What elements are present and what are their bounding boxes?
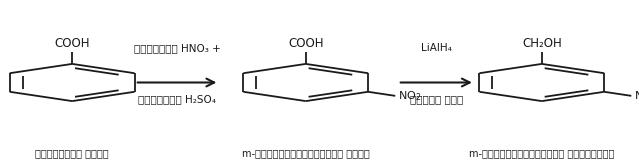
Text: CH₂OH: CH₂OH (522, 37, 562, 50)
Text: NO$_2$: NO$_2$ (634, 89, 639, 103)
Text: बेन्जोइक अम्ल: बेन्जोइक अम्ल (35, 148, 109, 159)
Text: LiAlH₄: LiAlH₄ (421, 43, 452, 53)
Text: NO$_2$: NO$_2$ (397, 89, 421, 103)
Text: COOH: COOH (288, 37, 323, 50)
Text: COOH: COOH (54, 37, 90, 50)
Text: m-नाइट्रोबेन्जिल एल्कोहाल: m-नाइट्रोबेन्जिल एल्कोहाल (469, 148, 615, 159)
Text: शुष्क ईथर: शुष्क ईथर (410, 94, 463, 104)
Text: सान्द्र HNO₃ +: सान्द्र HNO₃ + (134, 43, 220, 53)
Text: सान्द्र H₂SO₄: सान्द्र H₂SO₄ (138, 94, 216, 104)
Text: m-नाइट्रोबेन्जोइक अम्ल: m-नाइट्रोबेन्जोइक अम्ल (242, 148, 369, 159)
